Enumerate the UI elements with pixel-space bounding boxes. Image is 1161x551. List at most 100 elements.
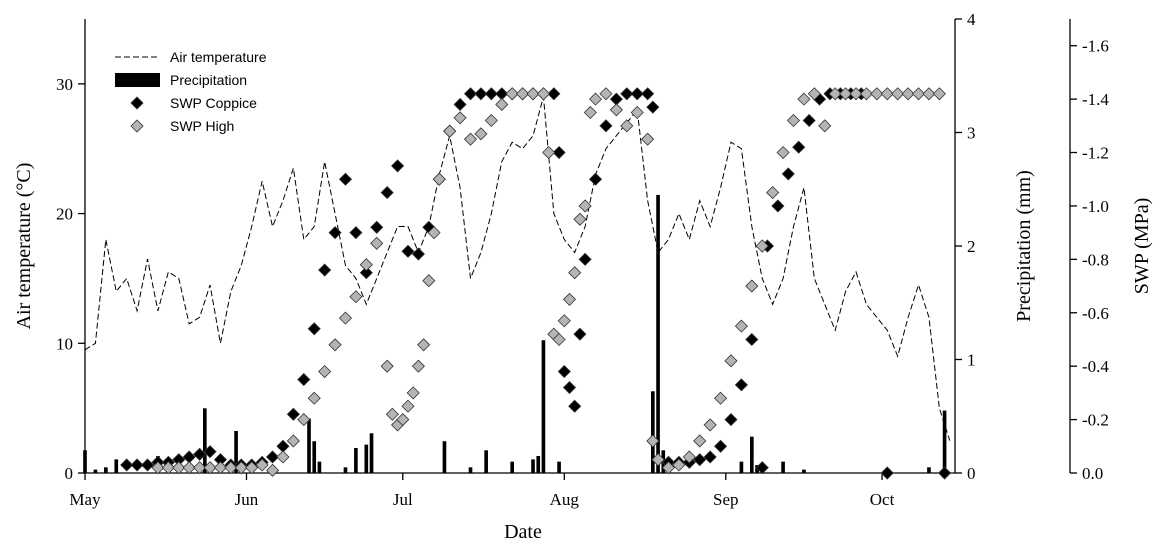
swp-point: [745, 332, 759, 347]
y3-tick-label: -0.2: [1082, 411, 1109, 430]
legend-swatch: [115, 73, 160, 87]
x-tick-label: Jul: [393, 490, 413, 509]
y-tick-label: 20: [56, 205, 73, 224]
swp-point: [463, 132, 478, 146]
swp-point: [755, 239, 769, 253]
swp-point: [901, 87, 915, 101]
swp-point: [516, 87, 530, 101]
precipitation-bar: [755, 465, 759, 473]
swp-point: [828, 87, 842, 101]
swp-point: [630, 105, 644, 120]
precipitation-bar: [317, 461, 322, 473]
swp-point: [766, 186, 780, 200]
swp-point: [265, 450, 280, 464]
swp-point: [161, 461, 175, 475]
swp-point: [776, 145, 790, 160]
swp-point: [562, 380, 577, 395]
legend-swatch: [130, 96, 144, 110]
swp-point: [411, 247, 425, 261]
precipitation-bar: [307, 418, 311, 473]
swp-point: [547, 87, 561, 101]
swp-point: [818, 119, 832, 133]
y2-tick-label: 0: [967, 464, 976, 483]
swp-point: [714, 391, 728, 405]
swp-point: [286, 407, 300, 421]
y-axis-label: Air temperature (°C): [13, 163, 35, 330]
swp-point: [140, 458, 155, 472]
precipitation-bar: [781, 461, 785, 473]
y2-tick-label: 2: [967, 237, 976, 256]
y2-tick-label: 1: [967, 351, 976, 370]
y3-tick-label: -1.0: [1082, 197, 1109, 216]
precipitation-bar: [510, 461, 515, 473]
swp-point: [641, 132, 655, 146]
swp-point: [318, 263, 332, 277]
swp-point: [203, 445, 217, 459]
swp-point: [422, 274, 436, 288]
swp-point: [578, 252, 592, 266]
swp-point: [213, 461, 228, 475]
swp-point: [474, 87, 488, 101]
y3-tick-label: -0.6: [1082, 304, 1109, 323]
swp-point: [411, 359, 425, 373]
swp-point: [505, 87, 519, 101]
swp-point: [307, 322, 321, 336]
swp-point: [172, 461, 186, 475]
swp-point: [193, 447, 207, 461]
swp-point: [849, 87, 863, 101]
swp-point: [682, 450, 696, 464]
y3-tick-label: 0.0: [1082, 464, 1103, 483]
precipitation-bar: [468, 467, 473, 473]
swp-point: [734, 319, 748, 333]
swp-point: [349, 226, 363, 240]
precipitation-bar: [484, 450, 488, 473]
precipitation-bar: [739, 461, 744, 473]
swp-point: [724, 413, 738, 427]
swp-point: [839, 87, 853, 101]
swp-point: [463, 87, 478, 101]
precipitation-bar: [364, 444, 369, 473]
swp-point: [307, 391, 321, 405]
swp-point: [286, 434, 300, 448]
swp-point: [578, 199, 592, 213]
swp-point: [453, 97, 467, 112]
swp-point: [370, 236, 384, 250]
swp-point: [703, 450, 717, 464]
swp-point: [120, 458, 134, 472]
swp-point: [870, 87, 884, 101]
swp-point: [432, 172, 446, 186]
y2-axis-label: Precipitation (mm): [1013, 170, 1035, 322]
swp-point: [714, 439, 728, 453]
precipitation-bar: [83, 450, 87, 473]
swp-point: [922, 87, 936, 101]
swp-point: [745, 279, 759, 293]
precipitation-bar: [802, 469, 806, 473]
precipitation-bar: [651, 391, 655, 473]
swp-point: [224, 461, 238, 475]
precipitation-bar: [312, 441, 317, 473]
swp-point: [786, 113, 801, 128]
precipitation-bar: [104, 467, 108, 473]
swp-point: [401, 244, 415, 258]
precipitation-bar: [927, 467, 931, 473]
swp-point: [526, 87, 540, 101]
swp-point: [932, 87, 946, 101]
swp-point: [370, 220, 384, 234]
swp-point: [406, 386, 420, 400]
swp-point: [693, 453, 707, 467]
y-tick-label: 30: [56, 75, 73, 94]
legend-swatch: [130, 119, 144, 133]
swp-point: [552, 332, 566, 347]
legend-label: Air temperature: [170, 49, 267, 65]
swp-point: [583, 105, 597, 120]
swp-point: [562, 292, 577, 306]
y-tick-label: 0: [65, 464, 74, 483]
x-tick-label: May: [69, 490, 101, 509]
y3-tick-label: -0.8: [1082, 250, 1109, 269]
swp-point: [276, 450, 290, 464]
swp-point: [672, 458, 686, 472]
swp-point: [557, 364, 571, 379]
y3-tick-label: -1.6: [1082, 37, 1109, 56]
swp-point: [557, 314, 571, 328]
